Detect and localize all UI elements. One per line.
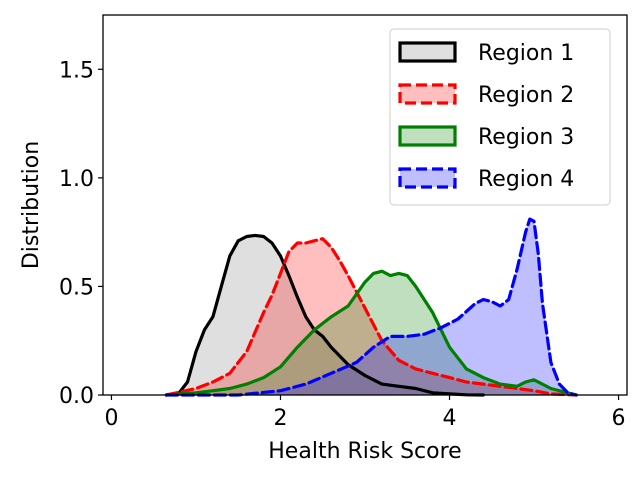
x-tick-label: 0 (104, 406, 118, 431)
y-axis-title: Distribution (19, 141, 44, 269)
y-tick-label: 0.5 (59, 275, 94, 300)
legend-label-3: Region 3 (478, 125, 574, 150)
x-axis-title: Health Risk Score (268, 439, 461, 464)
legend-swatch-4 (398, 167, 457, 189)
legend-label-2: Region 2 (478, 83, 574, 108)
x-tick-label: 4 (443, 406, 457, 431)
legend-frame (389, 28, 611, 206)
series-line-4 (164, 217, 578, 397)
series-area-3 (166, 271, 577, 395)
legend: Region 1 Region 2 Region 3 Region 4 (389, 28, 611, 206)
legend-swatch-3 (398, 125, 457, 147)
y-tick-label: 0.0 (59, 384, 94, 409)
y-tick-label: 1.5 (59, 58, 94, 83)
series-line-3 (164, 269, 578, 397)
y-axis: 0.0 0.5 1.0 1.5 (59, 58, 103, 409)
series-layer (164, 217, 578, 397)
plot-frame (102, 14, 628, 396)
x-tick-label: 6 (612, 406, 626, 431)
series-line-2 (164, 237, 578, 397)
series-area-2 (166, 238, 577, 395)
series-line-1 (164, 233, 485, 397)
legend-label-1: Region 1 (478, 41, 574, 66)
x-axis: 0 2 4 6 (104, 395, 626, 431)
x-tick-label: 2 (273, 406, 287, 431)
legend-label-4: Region 4 (478, 167, 574, 192)
y-tick-label: 1.0 (59, 167, 94, 192)
series-area-4 (166, 219, 577, 395)
legend-swatch-2 (398, 83, 457, 105)
legend-swatch-1 (398, 41, 457, 63)
